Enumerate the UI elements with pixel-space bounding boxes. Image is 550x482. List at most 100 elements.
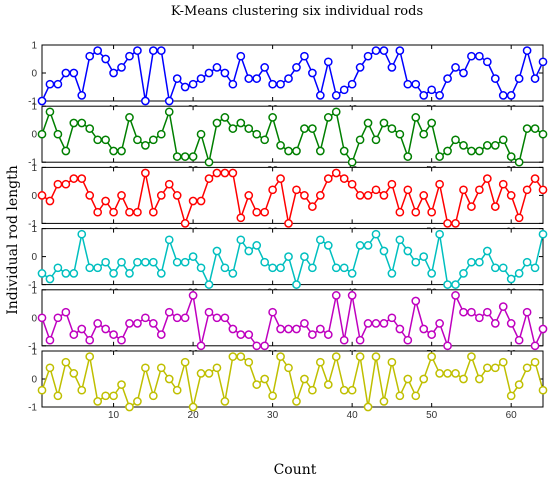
data-point (459, 141, 468, 150)
data-point (300, 191, 309, 200)
data-point (37, 129, 47, 139)
data-point (180, 357, 190, 367)
data-point (117, 257, 126, 267)
data-point (292, 397, 301, 406)
data-point (475, 313, 484, 323)
data-point (228, 168, 238, 178)
data-point (331, 291, 341, 300)
data-point (530, 74, 540, 83)
data-point (101, 324, 110, 334)
data-point (276, 79, 285, 89)
data-point (212, 313, 222, 323)
data-point (77, 118, 87, 128)
data-point (482, 307, 492, 317)
data-point (93, 46, 103, 55)
data-point (141, 168, 150, 178)
data-point (204, 307, 214, 317)
data-point (451, 135, 460, 145)
data-point (498, 302, 508, 311)
data-point (156, 330, 166, 339)
data-point (53, 313, 63, 323)
data-point (204, 174, 214, 183)
data-point (403, 246, 413, 256)
data-point (292, 63, 301, 72)
data-point (260, 341, 270, 351)
data-point (244, 74, 254, 83)
data-point (69, 330, 79, 339)
data-point (164, 374, 174, 384)
data-point (379, 46, 389, 55)
data-point (371, 229, 381, 239)
data-point (172, 313, 182, 323)
data-point (308, 124, 317, 133)
data-point (141, 141, 150, 150)
data-point (308, 385, 317, 395)
data-point (482, 141, 492, 150)
data-point (188, 79, 198, 89)
data-point (236, 330, 246, 339)
data-point (101, 135, 110, 145)
data-point (45, 196, 55, 206)
data-point (276, 324, 285, 334)
data-point (482, 246, 492, 256)
data-point (292, 280, 301, 289)
y-tick-label: 1 (31, 285, 37, 296)
data-point (212, 246, 222, 256)
data-point (395, 129, 405, 139)
data-point (403, 335, 413, 345)
data-point (53, 263, 63, 273)
data-point (300, 319, 309, 328)
data-point (141, 96, 150, 106)
data-point (109, 269, 118, 278)
data-point (427, 330, 437, 339)
data-point (459, 185, 468, 195)
data-point (387, 313, 397, 323)
data-point (188, 252, 198, 261)
data-point (419, 129, 429, 139)
data-point (331, 107, 341, 117)
panel-frame (41, 105, 544, 163)
data-point (435, 179, 444, 189)
data-point (419, 191, 429, 200)
data-point (156, 46, 166, 55)
data-point (411, 207, 421, 217)
data-point (443, 341, 452, 351)
data-point (379, 319, 389, 328)
data-point (379, 246, 389, 256)
data-point (228, 79, 238, 89)
data-point (459, 307, 468, 317)
data-point (180, 257, 190, 267)
data-point (315, 146, 325, 156)
data-point (61, 146, 71, 156)
data-point (85, 352, 95, 361)
data-point (85, 191, 95, 200)
series-line (41, 232, 544, 288)
data-point (172, 74, 182, 83)
y-tick-label: 0 (31, 130, 37, 141)
data-point (61, 269, 71, 278)
data-point (411, 391, 421, 401)
data-point (435, 229, 444, 239)
data-point (323, 113, 333, 122)
data-point (347, 291, 357, 300)
data-point (490, 263, 500, 273)
data-point (148, 257, 158, 267)
data-point (284, 252, 293, 261)
data-point (475, 257, 484, 267)
data-point (308, 202, 317, 211)
data-point (506, 152, 516, 161)
data-point (133, 207, 142, 217)
data-point (133, 397, 142, 406)
data-point (117, 380, 126, 389)
data-point (212, 168, 222, 178)
data-point (371, 185, 381, 195)
data-point (498, 91, 508, 100)
data-point (53, 129, 63, 139)
data-point (53, 179, 63, 189)
y-tick-label: 0 (31, 252, 37, 263)
data-point (133, 257, 142, 267)
data-point (244, 330, 254, 339)
data-point (236, 235, 246, 245)
